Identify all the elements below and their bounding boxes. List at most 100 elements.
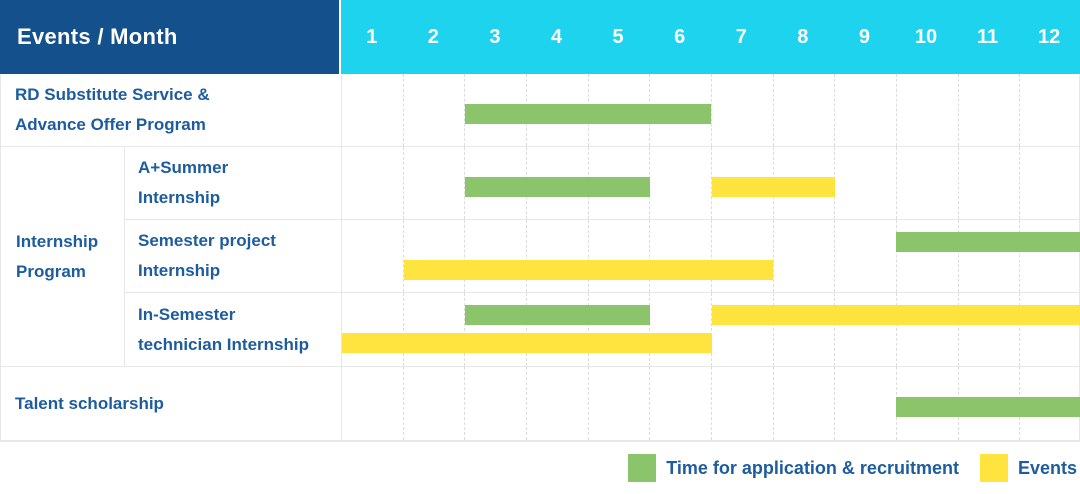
grid-cell [464, 220, 526, 292]
events-swatch-icon [979, 454, 1008, 482]
month-grid [342, 74, 1080, 147]
gantt-bar-event [711, 305, 1080, 325]
month-grid [342, 293, 1080, 367]
grid-cell [711, 74, 773, 146]
grid-cell [526, 293, 588, 366]
event-label-line: In-Semester [138, 304, 236, 324]
grid-cell [649, 293, 711, 366]
grid-cell [896, 293, 958, 366]
event-label-line: A+Summer [138, 158, 229, 177]
grid-cell [772, 293, 835, 366]
month-grid [342, 367, 1080, 441]
grid-cell [342, 220, 403, 292]
event-label: Talent scholarship [1, 367, 342, 441]
gantt-bar-application [465, 104, 712, 124]
grid-cell [402, 220, 465, 292]
grid-cell [402, 367, 465, 440]
grid-cell [957, 293, 1020, 366]
grid-cell [834, 367, 896, 440]
event-label: In-Semester technician Internship [125, 293, 342, 367]
grid-cell [464, 147, 526, 219]
grid-cell [834, 147, 896, 219]
grid-cell [1019, 293, 1080, 366]
grid-cell [342, 147, 403, 219]
event-label-line: Internship [138, 261, 221, 280]
grid-cell [464, 293, 526, 366]
group-label-internship-program: Internship Program [1, 147, 125, 367]
month-header-cell: 7 [735, 25, 747, 48]
grid-cell [834, 293, 896, 366]
gantt-bar-event [403, 260, 774, 280]
grid-cell [649, 147, 711, 219]
grid-cell [342, 293, 403, 366]
grid-cell [1019, 74, 1080, 146]
grid-cell [587, 293, 650, 366]
grid-cell [1019, 147, 1080, 219]
grid-cell [402, 74, 465, 146]
month-header-cell: 12 [1038, 25, 1061, 48]
month-header-cell: 10 [914, 25, 938, 48]
grid-cell [1019, 220, 1080, 292]
grid-cell [957, 220, 1020, 292]
group-label-line: Internship [16, 231, 99, 251]
month-header-cell: 6 [674, 25, 686, 48]
grid-cell [896, 220, 958, 292]
event-label-line: Advance Offer Program [15, 115, 206, 134]
grid-cell [587, 367, 650, 440]
gantt-bar-event [711, 177, 835, 197]
event-label: A+Summer Internship [125, 147, 342, 220]
month-header-cell: 5 [612, 25, 624, 48]
grid-cell [896, 147, 958, 219]
table-header-row: Events / Month 1 2 3 4 5 6 7 8 9 10 11 12 [0, 0, 1080, 74]
grid-cell [711, 367, 773, 440]
events-month-header-title: Events / Month [0, 0, 339, 74]
header-divider [339, 0, 341, 74]
month-header-cell: 9 [858, 25, 870, 48]
grid-cell [342, 74, 403, 146]
month-header-cell: 2 [427, 25, 439, 48]
gantt-bar-application [896, 397, 1080, 417]
legend-item-events: Events [979, 454, 1077, 482]
grid-cell [772, 367, 835, 440]
grid-cell [342, 367, 403, 440]
grid-cell [711, 220, 773, 292]
grid-cell [526, 220, 588, 292]
gantt-bar-application [465, 177, 650, 197]
month-grid [342, 220, 1080, 293]
legend-label-application: Time for application & recruitment [666, 457, 959, 478]
month-header-cell: 3 [489, 25, 501, 48]
grid-cell [649, 367, 711, 440]
gantt-body: RD Substitute Service & Advance Offer Pro… [0, 74, 1080, 442]
event-label-line: technician Internship [138, 334, 309, 354]
grid-cell [526, 367, 588, 440]
gantt-bar-application [896, 232, 1080, 252]
grid-cell [896, 74, 958, 146]
event-label-line: Talent scholarship [15, 393, 164, 413]
grid-cell [772, 220, 835, 292]
month-grid [342, 147, 1080, 220]
legend: Time for application & recruitment Event… [0, 442, 1080, 494]
grid-cell [402, 293, 465, 366]
month-header-cell: 4 [550, 25, 563, 48]
grid-cell [464, 367, 526, 440]
legend-label-events: Events [1017, 457, 1077, 478]
month-header-cell: 11 [976, 25, 999, 48]
grid-cell [464, 74, 526, 146]
event-label-line: Internship [138, 188, 221, 207]
grid-cell [772, 74, 835, 146]
grid-cell [957, 147, 1020, 219]
month-header-cell: 1 [366, 25, 378, 48]
event-label: Semester project Internship [125, 220, 342, 293]
event-label-line: Semester project [138, 231, 276, 250]
grid-cell [587, 220, 650, 292]
event-label: RD Substitute Service & Advance Offer Pro… [1, 74, 342, 147]
grid-cell [957, 74, 1020, 146]
month-header-row: 1 2 3 4 5 6 7 8 9 10 11 12 [341, 0, 1080, 74]
month-header-cell: 8 [797, 25, 809, 48]
gantt-bar-event [342, 333, 712, 353]
grid-cell [834, 74, 896, 146]
application-swatch-icon [628, 454, 657, 482]
group-label-line: Program [16, 261, 86, 281]
grid-cell [834, 220, 896, 292]
